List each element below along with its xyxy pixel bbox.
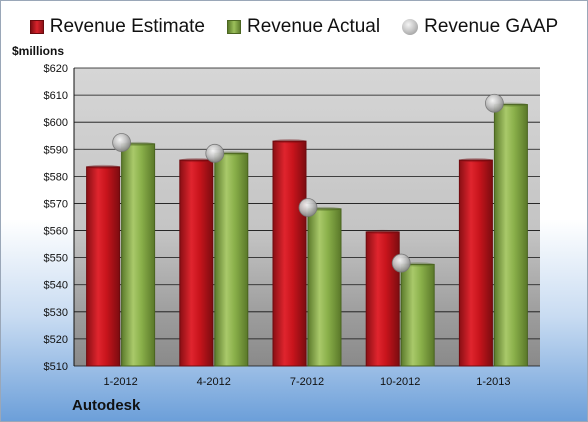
legend-item-estimate: Revenue Estimate [29,16,205,38]
x-tick-label: 4-2012 [197,376,231,388]
y-tick-label: $560 [44,226,68,238]
y-tick-label: $520 [44,334,68,346]
bar-revenue-estimate [458,159,493,367]
point-revenue-gaap [484,93,504,113]
point-revenue-gaap [298,198,318,217]
bar-revenue-estimate-top [86,164,120,169]
x-axis-ticks: 1-2012 4-2012 7-2012 10-2012 1-2013 [103,376,510,388]
point-revenue-gaap [112,133,131,152]
y-tick-label: $600 [44,117,68,129]
legend-swatch-actual [227,20,241,34]
legend-label-actual: Revenue Actual [247,16,381,37]
x-tick-label: 1-2013 [476,376,510,388]
bar-revenue-estimate [365,231,400,367]
legend-label-gaap: Revenue GAAP [424,16,559,37]
bar-revenue-actual [307,208,342,367]
y-tick-label: $570 [44,198,68,210]
y-tick-label: $530 [44,307,68,319]
bar-revenue-actual [400,263,435,367]
x-tick-label: 7-2012 [290,376,324,388]
bar-revenue-estimate-top [273,139,306,144]
gaap-points [112,93,504,273]
y-tick-label: $510 [44,361,68,373]
bar-revenue-estimate [86,166,121,367]
x-tick-label: 10-2012 [380,376,420,388]
y-tick-label: $620 [44,63,68,75]
point-revenue-gaap [205,143,225,163]
bar-revenue-estimate-top [366,229,400,234]
y-axis-ticks: $510 $520 $530 $540 $550 $560 $570 $580 $590 $600… [44,63,68,373]
y-tick-label: $550 [44,253,68,265]
point-revenue-gaap [391,253,411,273]
bar-revenue-actual [214,152,249,367]
legend-item-actual: Revenue Actual [227,16,380,38]
bar-revenue-actual [121,143,156,367]
y-tick-label: $610 [44,90,68,102]
legend-swatch-gaap [402,19,419,35]
x-tick-label: 1-2012 [103,376,137,388]
bars [86,102,528,367]
bar-revenue-estimate-top [179,158,213,163]
bar-revenue-estimate [272,140,307,367]
bar-revenue-estimate [179,159,214,367]
y-axis-unit-label: $millions [12,44,65,58]
y-tick-label: $540 [44,280,68,292]
legend-item-gaap: Revenue GAAP [402,16,558,38]
legend: Revenue Estimate Revenue Actual Revenue … [0,12,588,42]
bar-revenue-actual [493,104,528,367]
legend-label-estimate: Revenue Estimate [49,16,205,37]
legend-swatch-estimate [29,20,44,34]
bar-revenue-estimate-top [459,158,493,163]
company-name: Autodesk [72,397,141,414]
y-tick-label: $580 [44,171,68,183]
y-tick-label: $590 [44,144,68,156]
